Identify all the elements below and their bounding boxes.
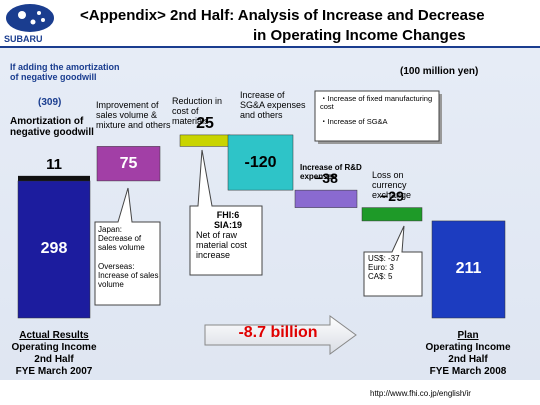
category-label: Actual Results [19,330,89,341]
logo-star [37,11,41,15]
caption: FYE March 2007 [15,366,93,377]
category-label: Reduction in cost of materials [172,96,223,127]
bar [96,146,161,182]
callout-box [314,90,440,142]
logo-text: SUBARU [4,34,43,44]
callout-line: Net of raw material cost increase [196,230,248,261]
bar [431,220,506,319]
category-label: Loss on currency exchange [372,170,412,201]
url: http://www.fhi.co.jp/english/ir [370,389,471,398]
title: <Appendix> 2nd Half: Analysis of Increas… [80,7,485,24]
note: If adding the amortization of negative g… [10,62,120,83]
callout-line: FHI:6 [216,210,240,220]
addition-bar [18,175,90,181]
caption: Operating Income [11,342,97,353]
caption: Operating Income [425,342,511,353]
caption: 2nd Half [34,354,74,365]
bar [17,180,91,319]
callout: Japan: Decrease of sales volume Overseas: I… [98,225,160,290]
callout-box [189,149,263,276]
callout-line: Euro: 3 [368,262,394,272]
callout-box [363,225,423,297]
logo-star [18,11,26,19]
bar [227,134,294,191]
callout: US$: -37 Euro: 3 CA$: 5 [368,254,422,282]
callout-line: Increase of sales volume [98,270,159,289]
value-label: 75 [119,154,138,172]
callout-line: Decrease of sales volume [98,233,145,252]
value-label: 298 [40,240,68,258]
logo-star [41,18,45,22]
value-label: -120 [244,153,277,171]
addition-label: Amortization of negative goodwill [10,116,94,139]
callout-line: US$: -37 [368,254,400,263]
bar [361,207,423,222]
value-label: −29 [380,187,404,204]
caption: 2nd Half [448,354,488,365]
category-label: Increase of R&D expenses [300,163,362,181]
callout-line: CA$: 5 [368,271,393,281]
bar [294,189,358,208]
callout-line: Japan: [98,225,123,234]
callout-line: ・Increase of SG&A [320,116,388,126]
callout: FHI:6 SIA:19 Net of raw material cost incr… [196,210,260,260]
callout: ・Increase of fixed manufacturing cost ・In… [320,94,438,126]
change-label: -8.7 billion [238,324,318,341]
callout-line: ・Increase of fixed manufacturing cost [320,94,433,112]
note-total: (309) [38,97,62,108]
title: in Operating Income Changes [253,27,466,44]
value-label: 211 [455,260,482,278]
logo-mark [6,4,54,32]
bar [179,134,231,147]
unit: (100 million yen) [400,66,479,77]
category-label: Plan [457,330,479,341]
callout-line: Overseas: [98,261,135,271]
category-label: Increase of SG&A expenses and others [240,90,306,121]
caption: FYE March 2008 [429,366,507,377]
value-label: 25 [196,114,214,132]
addition-value: 11 [46,155,62,173]
callout-box [94,187,161,306]
change-arrow [204,315,357,355]
callout-line: SIA:19 [213,220,242,231]
value-label: −38 [314,170,338,187]
logo-star [30,19,36,25]
category-label: Improvement of sales volume & mixture an… [96,100,171,131]
